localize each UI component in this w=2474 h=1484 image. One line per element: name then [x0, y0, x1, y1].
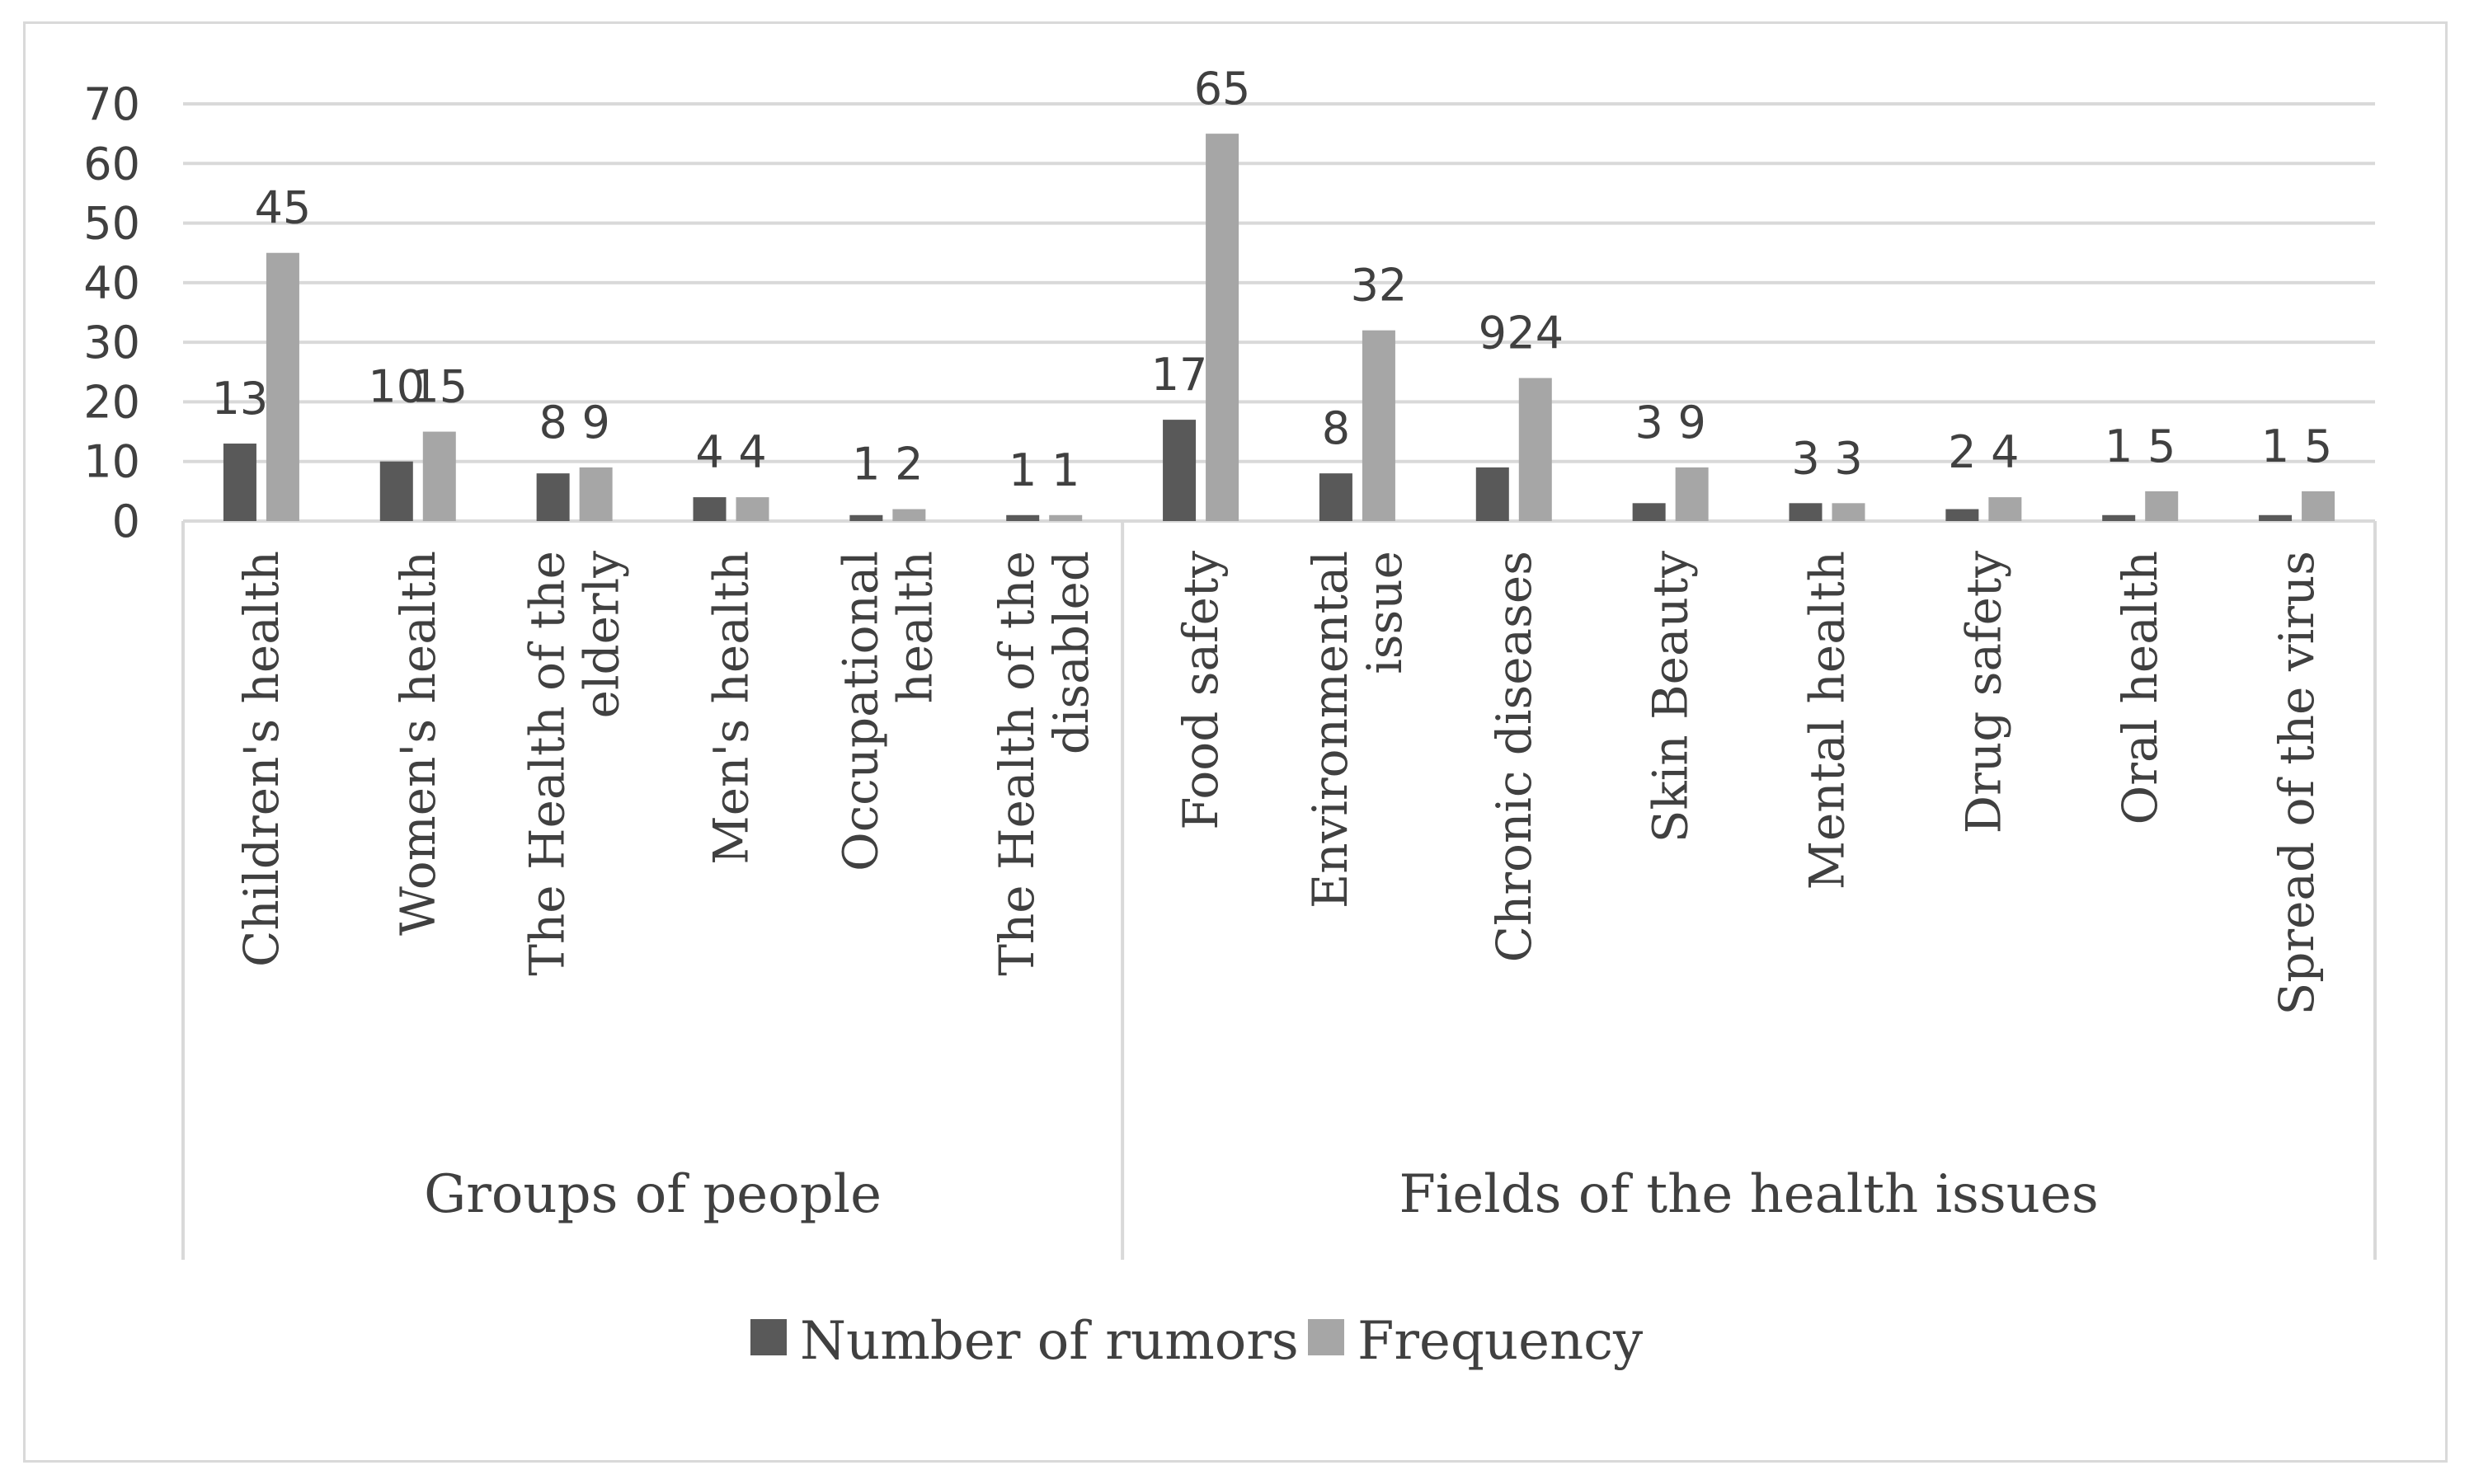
- bar: [1206, 134, 1239, 521]
- bar: [1163, 420, 1197, 521]
- data-label: 10: [368, 361, 425, 413]
- data-label: 4: [1991, 426, 2019, 478]
- category-label: issue: [1357, 551, 1413, 674]
- category-label: Drug safety: [1955, 551, 2011, 834]
- bar: [266, 252, 299, 521]
- bar: [1832, 503, 1865, 521]
- data-label: 17: [1151, 349, 1208, 401]
- data-label: 1: [2105, 420, 2133, 472]
- data-label: 45: [255, 182, 312, 234]
- y-tick-label: 30: [83, 317, 140, 369]
- data-label: 8: [1322, 402, 1350, 454]
- y-tick-label: 70: [83, 78, 140, 130]
- category-label: Chronic diseases: [1486, 551, 1542, 962]
- data-label: 4: [695, 426, 723, 478]
- bar: [1319, 473, 1352, 521]
- category-label: Food safety: [1173, 551, 1229, 830]
- category-label: Women's health: [390, 551, 446, 936]
- bar: [1789, 503, 1823, 521]
- group-label: Fields of the health issues: [1399, 1164, 2098, 1225]
- y-tick-label: 60: [83, 138, 140, 190]
- data-label: 3: [1834, 432, 1862, 484]
- bar: [1049, 514, 1083, 521]
- bar: [1518, 378, 1552, 521]
- data-label: 1: [1009, 444, 1037, 496]
- data-label: 24: [1507, 308, 1564, 359]
- category-label: Children's health: [233, 551, 289, 967]
- bar: [2102, 514, 2136, 521]
- data-label: 2: [1948, 426, 1976, 478]
- bar: [2302, 491, 2335, 521]
- legend-label: Frequency: [1357, 1311, 1643, 1372]
- y-tick-label: 20: [83, 376, 140, 428]
- bar: [1006, 514, 1040, 521]
- bar: [422, 431, 456, 521]
- data-label: 32: [1351, 260, 1408, 312]
- data-label: 1: [2261, 420, 2289, 472]
- group-label: Groups of people: [424, 1164, 882, 1225]
- category-label: Men's health: [703, 551, 760, 865]
- legend-label: Number of rumors: [800, 1311, 1299, 1372]
- bar: [693, 497, 727, 521]
- bar: [1362, 330, 1395, 521]
- bar: [849, 514, 883, 521]
- bar: [1475, 467, 1509, 521]
- category-label: The Health of the: [520, 551, 576, 976]
- bar: [2259, 514, 2293, 521]
- data-label: 65: [1194, 63, 1251, 115]
- legend-swatch: [1308, 1319, 1344, 1355]
- data-label: 8: [539, 397, 567, 448]
- bar: [579, 467, 613, 521]
- bar: [2145, 491, 2179, 521]
- category-label: elderly: [574, 551, 630, 719]
- bar: [1945, 509, 1979, 521]
- y-tick-label: 40: [83, 257, 140, 309]
- data-label: 1: [1051, 444, 1079, 496]
- y-tick-label: 50: [83, 198, 140, 250]
- category-label: Environmental: [1302, 551, 1358, 909]
- data-label: 5: [2147, 420, 2175, 472]
- category-label: Spread of the virus: [2269, 551, 2325, 1015]
- data-label: 5: [2304, 420, 2332, 472]
- data-label: 13: [212, 373, 269, 425]
- data-label: 9: [1677, 397, 1705, 448]
- category-label: Mental health: [1799, 551, 1856, 890]
- y-tick-label: 10: [83, 436, 140, 488]
- y-tick-label: 0: [112, 495, 140, 547]
- data-label: 2: [895, 439, 923, 491]
- category-label: The Health of the: [989, 551, 1045, 976]
- data-label: 4: [738, 426, 766, 478]
- bar: [536, 473, 570, 521]
- category-label: health: [887, 551, 943, 703]
- legend-swatch: [750, 1319, 787, 1355]
- category-label: Occupational: [832, 551, 888, 871]
- data-label: 1: [852, 439, 880, 491]
- bar: [1988, 497, 2022, 521]
- category-label: Skin Beauty: [1643, 551, 1699, 843]
- bar: [736, 497, 769, 521]
- bar: [892, 509, 926, 521]
- bar: [1632, 503, 1666, 521]
- data-label: 3: [1791, 432, 1819, 484]
- data-label: 9: [581, 397, 609, 448]
- category-label: Oral health: [2112, 551, 2168, 824]
- category-label: disabled: [1043, 551, 1099, 754]
- data-label: 15: [411, 361, 468, 413]
- bar: [223, 444, 256, 521]
- data-label: 3: [1634, 397, 1663, 448]
- data-label: 9: [1479, 308, 1507, 359]
- bar: [379, 461, 413, 521]
- bar: [1675, 467, 1709, 521]
